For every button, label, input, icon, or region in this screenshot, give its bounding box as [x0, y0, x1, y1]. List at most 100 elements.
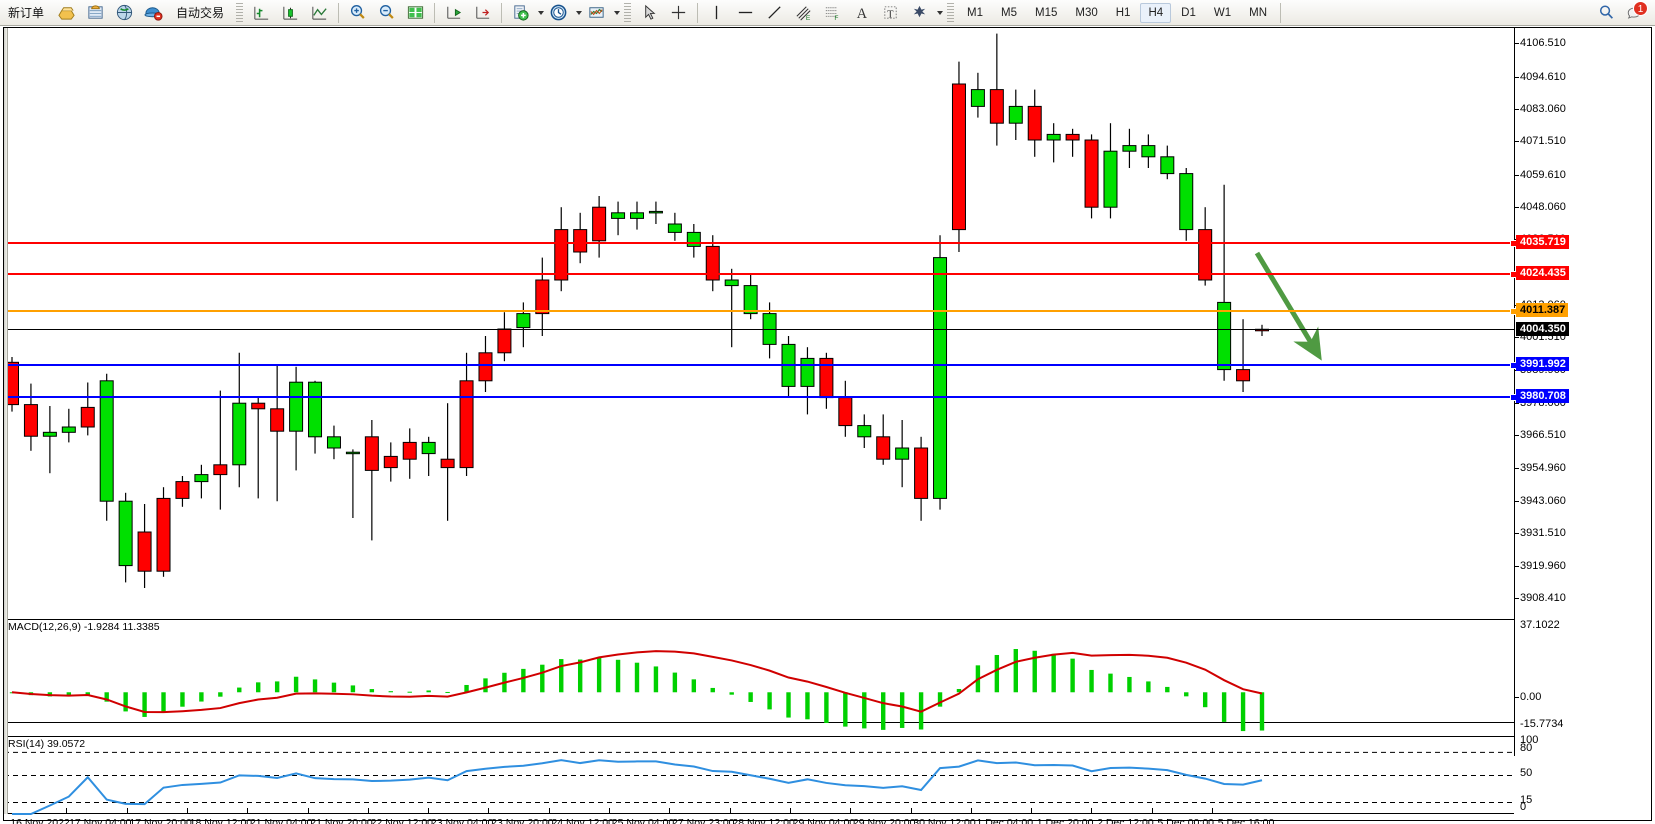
price-axis-label: 3954.960 — [1520, 461, 1566, 474]
shapes-dropdown-caret[interactable] — [937, 10, 944, 15]
level-line-bid-price[interactable] — [4, 329, 1514, 331]
bar-chart-icon[interactable] — [248, 2, 275, 24]
zoom-in-icon[interactable] — [344, 2, 371, 24]
time-axis-label: 5 Dec 00:00 — [1157, 817, 1214, 824]
new-order-button[interactable]: 新订单 — [1, 2, 51, 24]
messages-badge: 1 — [1633, 0, 1648, 16]
time-axis-label: 30 Nov 12:00 — [913, 817, 976, 824]
price-pane[interactable] — [4, 28, 1514, 616]
time-axis-tick — [66, 808, 68, 814]
svg-text:F: F — [834, 15, 838, 22]
level-price-tag[interactable]: 4011.387 — [1516, 302, 1569, 317]
arrow-annotation[interactable] — [4, 28, 1514, 616]
svg-text:E: E — [806, 15, 811, 22]
time-axis-tick — [910, 808, 912, 814]
chart-shift-icon[interactable] — [469, 2, 496, 24]
timeframe-m15[interactable]: M15 — [1035, 6, 1058, 19]
price-axis-tick — [1515, 141, 1519, 143]
timeframe-w1[interactable]: W1 — [1213, 6, 1232, 19]
autotrading-icon[interactable] — [140, 2, 167, 24]
rsi-axis-label: 80 — [1520, 742, 1533, 754]
toolbar-separator-5 — [1280, 2, 1281, 23]
level-line-blue-level[interactable] — [4, 393, 1517, 401]
grid-icon[interactable] — [402, 2, 429, 24]
period-icon[interactable] — [545, 2, 572, 24]
messages-icon[interactable]: 1 — [1622, 0, 1648, 24]
line-chart-icon[interactable] — [306, 2, 333, 24]
time-axis-label: 24 Nov 12:00 — [551, 817, 614, 824]
time-axis[interactable]: 16 Nov 2022 17 Nov 04:00 17 Nov 20:00 18 No… — [4, 808, 1514, 824]
timeframe-h4[interactable]: H4 — [1140, 2, 1172, 23]
time-axis-tick — [609, 808, 610, 814]
price-axis-tick — [1515, 43, 1519, 45]
text-icon[interactable]: A — [848, 2, 875, 24]
time-axis-label: 23 Nov 20:00 — [491, 817, 554, 824]
price-axis-tick — [1515, 501, 1519, 503]
toolbar-grip-3[interactable] — [947, 2, 955, 23]
template-dropdown-caret[interactable] — [538, 10, 545, 15]
timeframe-h1[interactable]: H1 — [1115, 6, 1131, 19]
time-axis-label: 29 Nov 20:00 — [852, 817, 916, 824]
price-axis-label: 3908.410 — [1520, 592, 1566, 605]
left-scroll-rail[interactable] — [4, 28, 8, 814]
price-axis-tick — [1515, 207, 1519, 209]
trendline-icon[interactable] — [761, 2, 788, 24]
time-axis-label: 29 Nov 04:00 — [792, 817, 856, 824]
level-line-blue-level[interactable] — [4, 362, 1517, 370]
horizontal-line-icon[interactable] — [732, 2, 759, 24]
globe-icon[interactable] — [111, 2, 138, 24]
text-label-icon[interactable]: T — [877, 2, 904, 24]
time-axis-tick — [1031, 808, 1033, 814]
timeframe-d1[interactable]: D1 — [1181, 6, 1196, 19]
chart-canvas[interactable]: SP500-,H4 4003.550 4004.850 4003.550 400… — [3, 27, 1652, 824]
level-line-red-level[interactable] — [4, 239, 1517, 247]
toolbar-grip-1[interactable] — [236, 2, 244, 23]
price-axis-tick — [1515, 598, 1519, 600]
macd-axis-label: 0.00 — [1520, 691, 1542, 704]
time-axis-tick — [970, 808, 972, 814]
time-axis-label: 21 Nov 04:00 — [249, 817, 313, 824]
level-price-tag[interactable]: 4004.350 — [1516, 322, 1569, 337]
level-price-tag[interactable]: 3980.708 — [1516, 388, 1569, 403]
timeframe-group: M1 M5 M15 M30 H1 H4 D1 W1 MN — [958, 0, 1276, 26]
time-axis-tick — [428, 808, 430, 814]
level-line-orange-level[interactable] — [4, 307, 1517, 315]
search-icon[interactable] — [1593, 2, 1620, 24]
template-icon[interactable] — [507, 2, 534, 24]
data-window-icon[interactable] — [82, 2, 109, 24]
time-axis-label: 18 Nov 12:00 — [189, 817, 253, 824]
equidistant-channel-icon[interactable]: E — [790, 2, 817, 24]
rsi-pane[interactable]: RSI(14) 39.0572 — [4, 736, 1514, 815]
candlestick-chart-icon[interactable] — [277, 2, 304, 24]
time-axis-label: 27 Nov 23:00 — [672, 817, 735, 824]
crosshair-icon[interactable] — [665, 2, 692, 24]
timeframe-m5[interactable]: M5 — [1001, 6, 1017, 19]
level-price-tag[interactable]: 3991.992 — [1516, 357, 1569, 372]
level-line-red-level[interactable] — [4, 271, 1517, 279]
autotrading-button[interactable]: 自动交易 — [169, 2, 231, 24]
cursor-icon[interactable] — [636, 2, 663, 24]
indicators-icon[interactable] — [583, 2, 610, 24]
shapes-icon[interactable] — [906, 2, 933, 24]
price-axis-label: 4094.610 — [1520, 70, 1566, 83]
zoom-out-icon[interactable] — [373, 2, 400, 24]
period-dropdown-caret[interactable] — [576, 10, 583, 15]
vertical-line-icon[interactable] — [703, 2, 730, 24]
gold-bar-icon[interactable] — [53, 2, 80, 24]
level-price-tag[interactable]: 4035.719 — [1516, 234, 1569, 249]
time-axis-tick — [247, 808, 249, 814]
time-axis-tick — [488, 808, 490, 814]
price-axis-divider — [1514, 28, 1515, 756]
timeframe-mn[interactable]: MN — [1249, 6, 1267, 19]
toolbar-grip-2[interactable] — [624, 2, 632, 23]
timeframe-m30[interactable]: M30 — [1075, 6, 1098, 19]
level-price-tag[interactable]: 4024.435 — [1516, 266, 1569, 281]
fibonacci-icon[interactable]: F — [819, 2, 846, 24]
macd-pane[interactable]: MACD(12,26,9) -1.9284 11.3385 — [4, 619, 1514, 732]
timeframe-m1[interactable]: M1 — [967, 6, 984, 19]
macd-label: MACD(12,26,9) -1.9284 11.3385 — [8, 621, 160, 633]
autoscroll-icon[interactable] — [440, 2, 467, 24]
price-axis-tick — [1515, 337, 1519, 339]
time-axis-label: 17 Nov 20:00 — [129, 817, 192, 824]
indicators-dropdown-caret[interactable] — [614, 10, 621, 15]
